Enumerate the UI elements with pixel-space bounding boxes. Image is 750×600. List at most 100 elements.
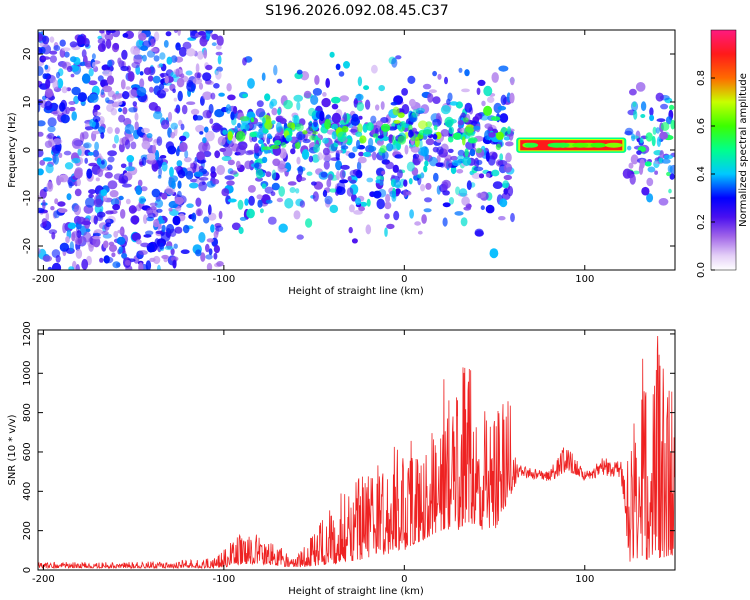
heatmap-cell bbox=[49, 55, 58, 63]
heatmap-cell bbox=[77, 148, 82, 156]
heatmap-cell bbox=[49, 36, 55, 43]
heatmap-cell bbox=[92, 232, 101, 237]
heatmap-cell bbox=[134, 121, 139, 131]
heatmap-cell bbox=[363, 85, 370, 91]
heatmap-cell bbox=[205, 64, 213, 71]
heatmap-cell bbox=[44, 64, 49, 70]
heatmap-cell bbox=[524, 142, 539, 148]
heatmap-cell bbox=[83, 231, 92, 243]
heatmap-cell bbox=[324, 195, 333, 205]
heatmap-cell bbox=[140, 45, 149, 51]
heatmap-cell bbox=[641, 186, 650, 196]
heatmap-cell bbox=[110, 107, 118, 116]
heatmap-cell bbox=[211, 42, 217, 47]
heatmap-cell bbox=[92, 115, 101, 123]
heatmap-cell bbox=[660, 122, 670, 131]
heatmap-cell bbox=[38, 248, 41, 255]
heatmap-cell bbox=[146, 133, 153, 139]
heatmap-cell bbox=[451, 159, 461, 166]
heatmap-cell bbox=[319, 110, 325, 122]
heatmap-cell bbox=[153, 111, 163, 120]
heatmap-cell bbox=[71, 111, 77, 121]
heatmap-cell bbox=[385, 161, 395, 170]
heatmap-cell bbox=[262, 128, 269, 134]
heatmap-cell bbox=[215, 51, 223, 56]
heatmap-cell bbox=[97, 168, 104, 178]
heatmap-cell bbox=[403, 189, 408, 198]
heatmap-cell bbox=[53, 154, 59, 165]
heatmap-cell bbox=[447, 92, 453, 102]
heatmap-cell bbox=[640, 114, 646, 118]
heatmap-cell bbox=[111, 252, 116, 258]
heatmap-cell bbox=[480, 205, 485, 211]
heatmap-cell bbox=[285, 135, 293, 142]
heatmap-cell bbox=[393, 120, 401, 124]
heatmap-cell bbox=[106, 164, 113, 171]
heatmap-cell bbox=[376, 120, 383, 128]
heatmap-cell bbox=[352, 146, 358, 153]
heatmap-cell bbox=[271, 107, 278, 116]
heatmap-cell bbox=[38, 66, 44, 76]
heatmap-cell bbox=[47, 132, 55, 139]
heatmap-cell bbox=[473, 166, 484, 172]
heatmap-cell bbox=[107, 150, 117, 157]
heatmap-cell bbox=[42, 221, 47, 227]
heatmap-cell bbox=[97, 126, 106, 135]
heatmap-cell bbox=[275, 121, 282, 133]
heatmap-cell bbox=[375, 104, 380, 111]
heatmap-cell bbox=[101, 160, 105, 165]
heatmap-cell bbox=[198, 177, 209, 181]
heatmap-cell bbox=[186, 101, 196, 105]
heatmap-cell bbox=[312, 191, 319, 202]
heatmap-cell bbox=[201, 32, 207, 40]
snr-y-tick-label: 800 bbox=[22, 403, 33, 422]
heatmap-cell bbox=[106, 126, 113, 134]
spectrogram-y-tick-label: -20 bbox=[22, 238, 33, 254]
heatmap-cell bbox=[295, 188, 300, 194]
heatmap-cell bbox=[466, 180, 472, 191]
heatmap-cell bbox=[154, 150, 160, 161]
heatmap-cell bbox=[244, 160, 253, 170]
heatmap-cell bbox=[408, 129, 414, 138]
chart-title: S196.2026.092.08.45.C37 bbox=[265, 3, 448, 19]
heatmap-cell bbox=[339, 169, 346, 180]
heatmap-cell bbox=[659, 131, 669, 140]
heatmap-cell bbox=[217, 136, 226, 146]
heatmap-cell bbox=[505, 152, 512, 163]
heatmap-cell bbox=[174, 196, 185, 205]
heatmap-cell bbox=[490, 116, 501, 121]
heatmap-cell bbox=[302, 130, 308, 135]
heatmap-cell bbox=[287, 122, 296, 129]
heatmap-cell bbox=[406, 161, 415, 172]
heatmap-cell bbox=[297, 165, 304, 176]
heatmap-cell bbox=[156, 89, 167, 99]
heatmap-cell bbox=[491, 152, 498, 160]
snr-y-tick-label: 600 bbox=[22, 442, 33, 461]
heatmap-cell bbox=[102, 69, 113, 77]
heatmap-cell bbox=[432, 133, 438, 140]
heatmap-cell bbox=[296, 101, 301, 111]
colorbar-tick-label: 0.6 bbox=[696, 118, 707, 134]
heatmap-cell bbox=[409, 209, 414, 219]
heatmap-cell bbox=[104, 171, 113, 179]
heatmap-cell bbox=[120, 79, 126, 90]
heatmap-cell bbox=[464, 102, 473, 113]
heatmap-cell bbox=[255, 108, 266, 118]
heatmap-cell bbox=[92, 149, 99, 158]
heatmap-cell bbox=[112, 42, 120, 50]
heatmap-cell bbox=[645, 132, 653, 142]
heatmap-cell bbox=[143, 214, 148, 225]
heatmap-cell bbox=[195, 249, 202, 257]
heatmap-cell bbox=[366, 198, 371, 207]
heatmap-cell bbox=[118, 107, 123, 113]
heatmap-cell bbox=[417, 230, 423, 235]
heatmap-cell bbox=[366, 177, 374, 183]
heatmap-cell bbox=[436, 146, 444, 155]
heatmap-cell bbox=[47, 117, 57, 127]
heatmap-cell bbox=[476, 87, 481, 96]
snr-x-tick-label: -100 bbox=[213, 574, 236, 585]
heatmap-cell bbox=[245, 150, 254, 156]
heatmap-cell bbox=[651, 135, 656, 147]
heatmap-cell bbox=[427, 93, 434, 103]
